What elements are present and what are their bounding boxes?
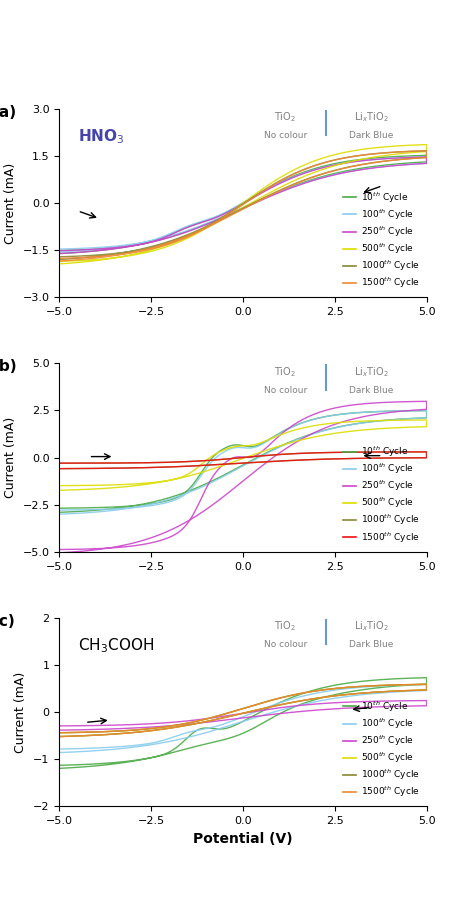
Y-axis label: Current (mA): Current (mA): [4, 417, 17, 498]
Text: (a): (a): [0, 105, 17, 120]
Text: Li$_x$TiO$_2$: Li$_x$TiO$_2$: [354, 365, 389, 379]
Text: Dark Blue: Dark Blue: [349, 641, 394, 650]
Text: TiO$_2$: TiO$_2$: [274, 365, 296, 379]
Legend: 10$^{th}$ Cycle, 100$^{th}$ Cycle, 250$^{th}$ Cycle, 500$^{th}$ Cycle, 1000$^{th: 10$^{th}$ Cycle, 100$^{th}$ Cycle, 250$^…: [340, 442, 422, 547]
Text: TiO$_2$: TiO$_2$: [274, 111, 296, 124]
Y-axis label: Current (mA): Current (mA): [4, 162, 17, 244]
Text: No colour: No colour: [264, 641, 307, 650]
Legend: 10$^{th}$ Cycle, 100$^{th}$ Cycle, 250$^{th}$ Cycle, 500$^{th}$ Cycle, 1000$^{th: 10$^{th}$ Cycle, 100$^{th}$ Cycle, 250$^…: [340, 188, 422, 293]
Text: No colour: No colour: [264, 131, 307, 140]
Legend: 10$^{th}$ Cycle, 100$^{th}$ Cycle, 250$^{th}$ Cycle, 500$^{th}$ Cycle, 1000$^{th: 10$^{th}$ Cycle, 100$^{th}$ Cycle, 250$^…: [340, 697, 422, 802]
Text: No colour: No colour: [264, 386, 307, 395]
Text: Li$_x$TiO$_2$: Li$_x$TiO$_2$: [354, 111, 389, 124]
Text: Dark Blue: Dark Blue: [349, 386, 394, 395]
Text: Li$_x$TiO$_2$: Li$_x$TiO$_2$: [354, 620, 389, 633]
X-axis label: Potential (V): Potential (V): [193, 832, 293, 845]
Text: TiO$_2$: TiO$_2$: [274, 620, 296, 633]
Text: Dark Blue: Dark Blue: [349, 131, 394, 140]
Text: (c): (c): [0, 614, 16, 629]
Text: (b): (b): [0, 360, 18, 374]
Y-axis label: Current (mA): Current (mA): [15, 671, 27, 753]
Text: HNO$_3$: HNO$_3$: [78, 128, 124, 146]
Text: CH$_3$COOH: CH$_3$COOH: [78, 637, 154, 655]
